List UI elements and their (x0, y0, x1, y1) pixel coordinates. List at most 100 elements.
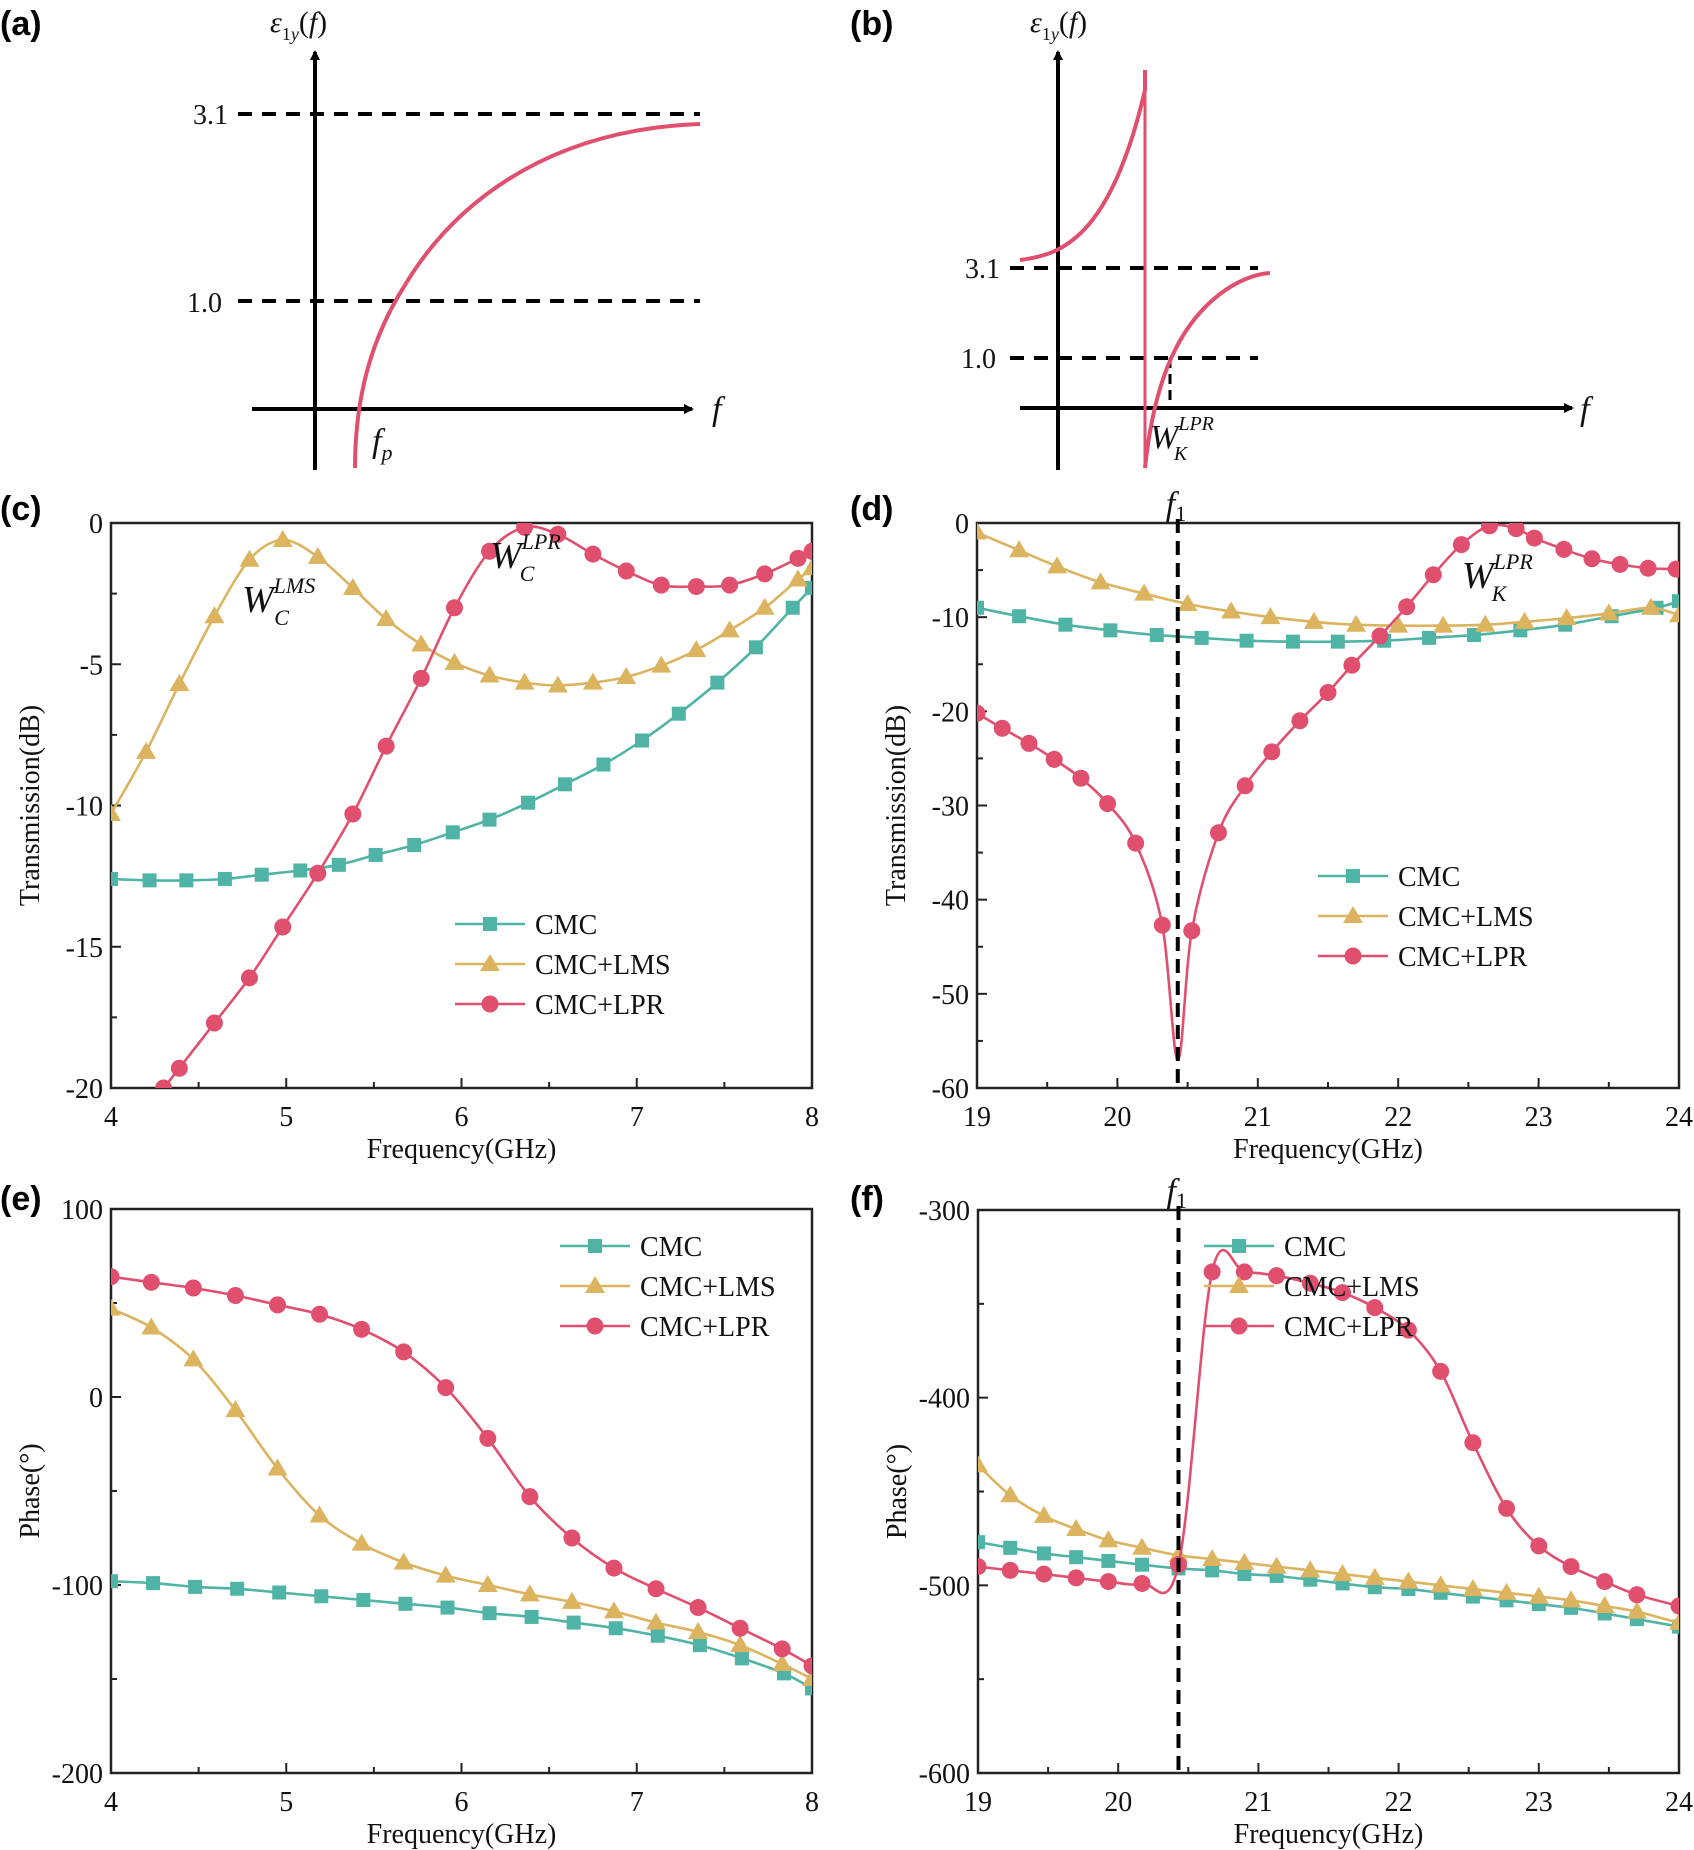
data-point (1020, 734, 1038, 752)
data-point (440, 1600, 455, 1615)
data-point (205, 1014, 223, 1032)
data-point (1583, 550, 1601, 568)
data-point (1209, 824, 1227, 842)
data-point (111, 1268, 120, 1286)
series-cmc-lms (978, 1455, 1679, 1630)
data-point (710, 675, 725, 690)
data-point (652, 576, 670, 594)
data-point (519, 1584, 540, 1602)
data-point (1000, 1485, 1021, 1503)
data-point (731, 1619, 749, 1637)
data-point (1514, 611, 1535, 629)
data-point (516, 523, 534, 536)
data-point (293, 863, 308, 878)
legend-label: CMC+LMS (1398, 902, 1534, 933)
y-axis-label: Transmission(dB) (15, 705, 46, 906)
data-point (1236, 777, 1254, 795)
data-point (730, 1635, 751, 1653)
legend-marker (1229, 1276, 1249, 1293)
data-point (688, 1622, 709, 1639)
data-point (1640, 597, 1661, 615)
data-point (524, 1609, 539, 1624)
data-point (566, 1615, 581, 1630)
y-tick-label: -15 (66, 933, 103, 964)
data-point (1562, 1558, 1580, 1576)
data-point (353, 1320, 371, 1338)
series-line (111, 1307, 812, 1681)
data-point (142, 1273, 160, 1291)
data-point (272, 529, 293, 547)
data-point (309, 864, 327, 882)
series-line (111, 587, 812, 882)
data-point (1009, 540, 1030, 558)
data-point (1266, 1556, 1287, 1574)
legend-label: CMC (1284, 1232, 1346, 1263)
data-point (268, 1296, 286, 1314)
epsilon-curve-drude (353, 122, 701, 469)
data-point (689, 1599, 707, 1617)
legend-label: CMC+LPR (535, 990, 665, 1021)
data-point (254, 867, 269, 882)
y-tick-label: -50 (932, 980, 969, 1011)
data-point (785, 600, 800, 615)
y-tick-label: -400 (919, 1384, 970, 1415)
data-point (1234, 1552, 1255, 1570)
x-tick-label: 6 (455, 1787, 469, 1818)
data-point (978, 1455, 988, 1473)
data-point (240, 969, 258, 987)
data-point (344, 805, 362, 823)
series-cmc-lpr (155, 523, 812, 1088)
data-point (596, 757, 611, 772)
data-point (272, 1585, 287, 1600)
legend-marker (588, 1239, 602, 1253)
x-tick-label: 22 (1384, 1102, 1412, 1133)
data-point (721, 576, 739, 594)
data-point (445, 599, 463, 617)
data-point (754, 597, 775, 615)
data-point (481, 542, 499, 560)
legend-item: CMC (1204, 1232, 1346, 1263)
data-point (1268, 1267, 1286, 1285)
data-point (650, 1628, 665, 1643)
plot-area (978, 1248, 1679, 1634)
data-point (1194, 630, 1209, 645)
panel-label-c: (c) (0, 490, 42, 528)
data-point (563, 1529, 581, 1547)
data-point (1127, 834, 1145, 852)
series-cmc-lms (111, 529, 812, 821)
x-tick-label: 21 (1244, 1102, 1272, 1133)
data-point (1235, 1263, 1253, 1281)
data-point (111, 871, 118, 886)
data-point (1528, 1586, 1549, 1604)
data-point (1047, 556, 1068, 574)
data-point (1103, 623, 1118, 638)
data-point (351, 1533, 372, 1551)
panel-b-schematic: 3.1 1.0 ε1y(f) f WLPR K (961, 6, 1594, 470)
data-point (635, 733, 650, 748)
data-point (1132, 1537, 1153, 1555)
data-point (204, 606, 225, 624)
data-point (477, 1575, 498, 1592)
data-point (993, 719, 1011, 737)
data-point (1303, 611, 1324, 629)
data-point (479, 665, 500, 683)
data-point (803, 542, 812, 560)
data-point (773, 1640, 791, 1658)
x-tick-label: 20 (1103, 1102, 1131, 1133)
y-tick-label: -600 (919, 1759, 970, 1790)
data-point (1263, 743, 1281, 761)
data-point (603, 1601, 624, 1619)
y-tick-label: -100 (52, 1571, 103, 1602)
legend-item: CMC+LMS (560, 1272, 776, 1303)
data-point (1525, 529, 1543, 547)
data-point (435, 1565, 456, 1583)
data-point (1507, 523, 1525, 538)
data-point (1371, 627, 1389, 645)
data-point (608, 1621, 623, 1636)
plot-area (111, 1268, 812, 1696)
data-point (1203, 1263, 1221, 1281)
data-point (393, 1552, 414, 1570)
series-cmc (977, 594, 1679, 649)
data-point (309, 1505, 330, 1523)
ref-label-3.1: 3.1 (193, 100, 228, 131)
